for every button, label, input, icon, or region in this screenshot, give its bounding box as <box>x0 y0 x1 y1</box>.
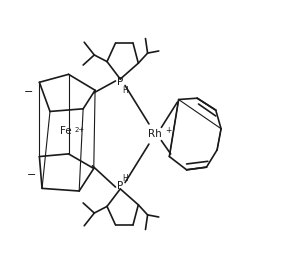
Text: +: + <box>165 125 171 135</box>
Text: P: P <box>117 181 123 191</box>
Text: Fe: Fe <box>60 126 72 136</box>
Text: −: − <box>24 87 33 96</box>
Text: H: H <box>122 86 128 95</box>
Text: P: P <box>117 77 123 87</box>
Text: Rh: Rh <box>148 129 162 139</box>
Text: H: H <box>122 174 128 183</box>
Text: 2+: 2+ <box>74 127 84 133</box>
Text: −: − <box>27 170 36 180</box>
